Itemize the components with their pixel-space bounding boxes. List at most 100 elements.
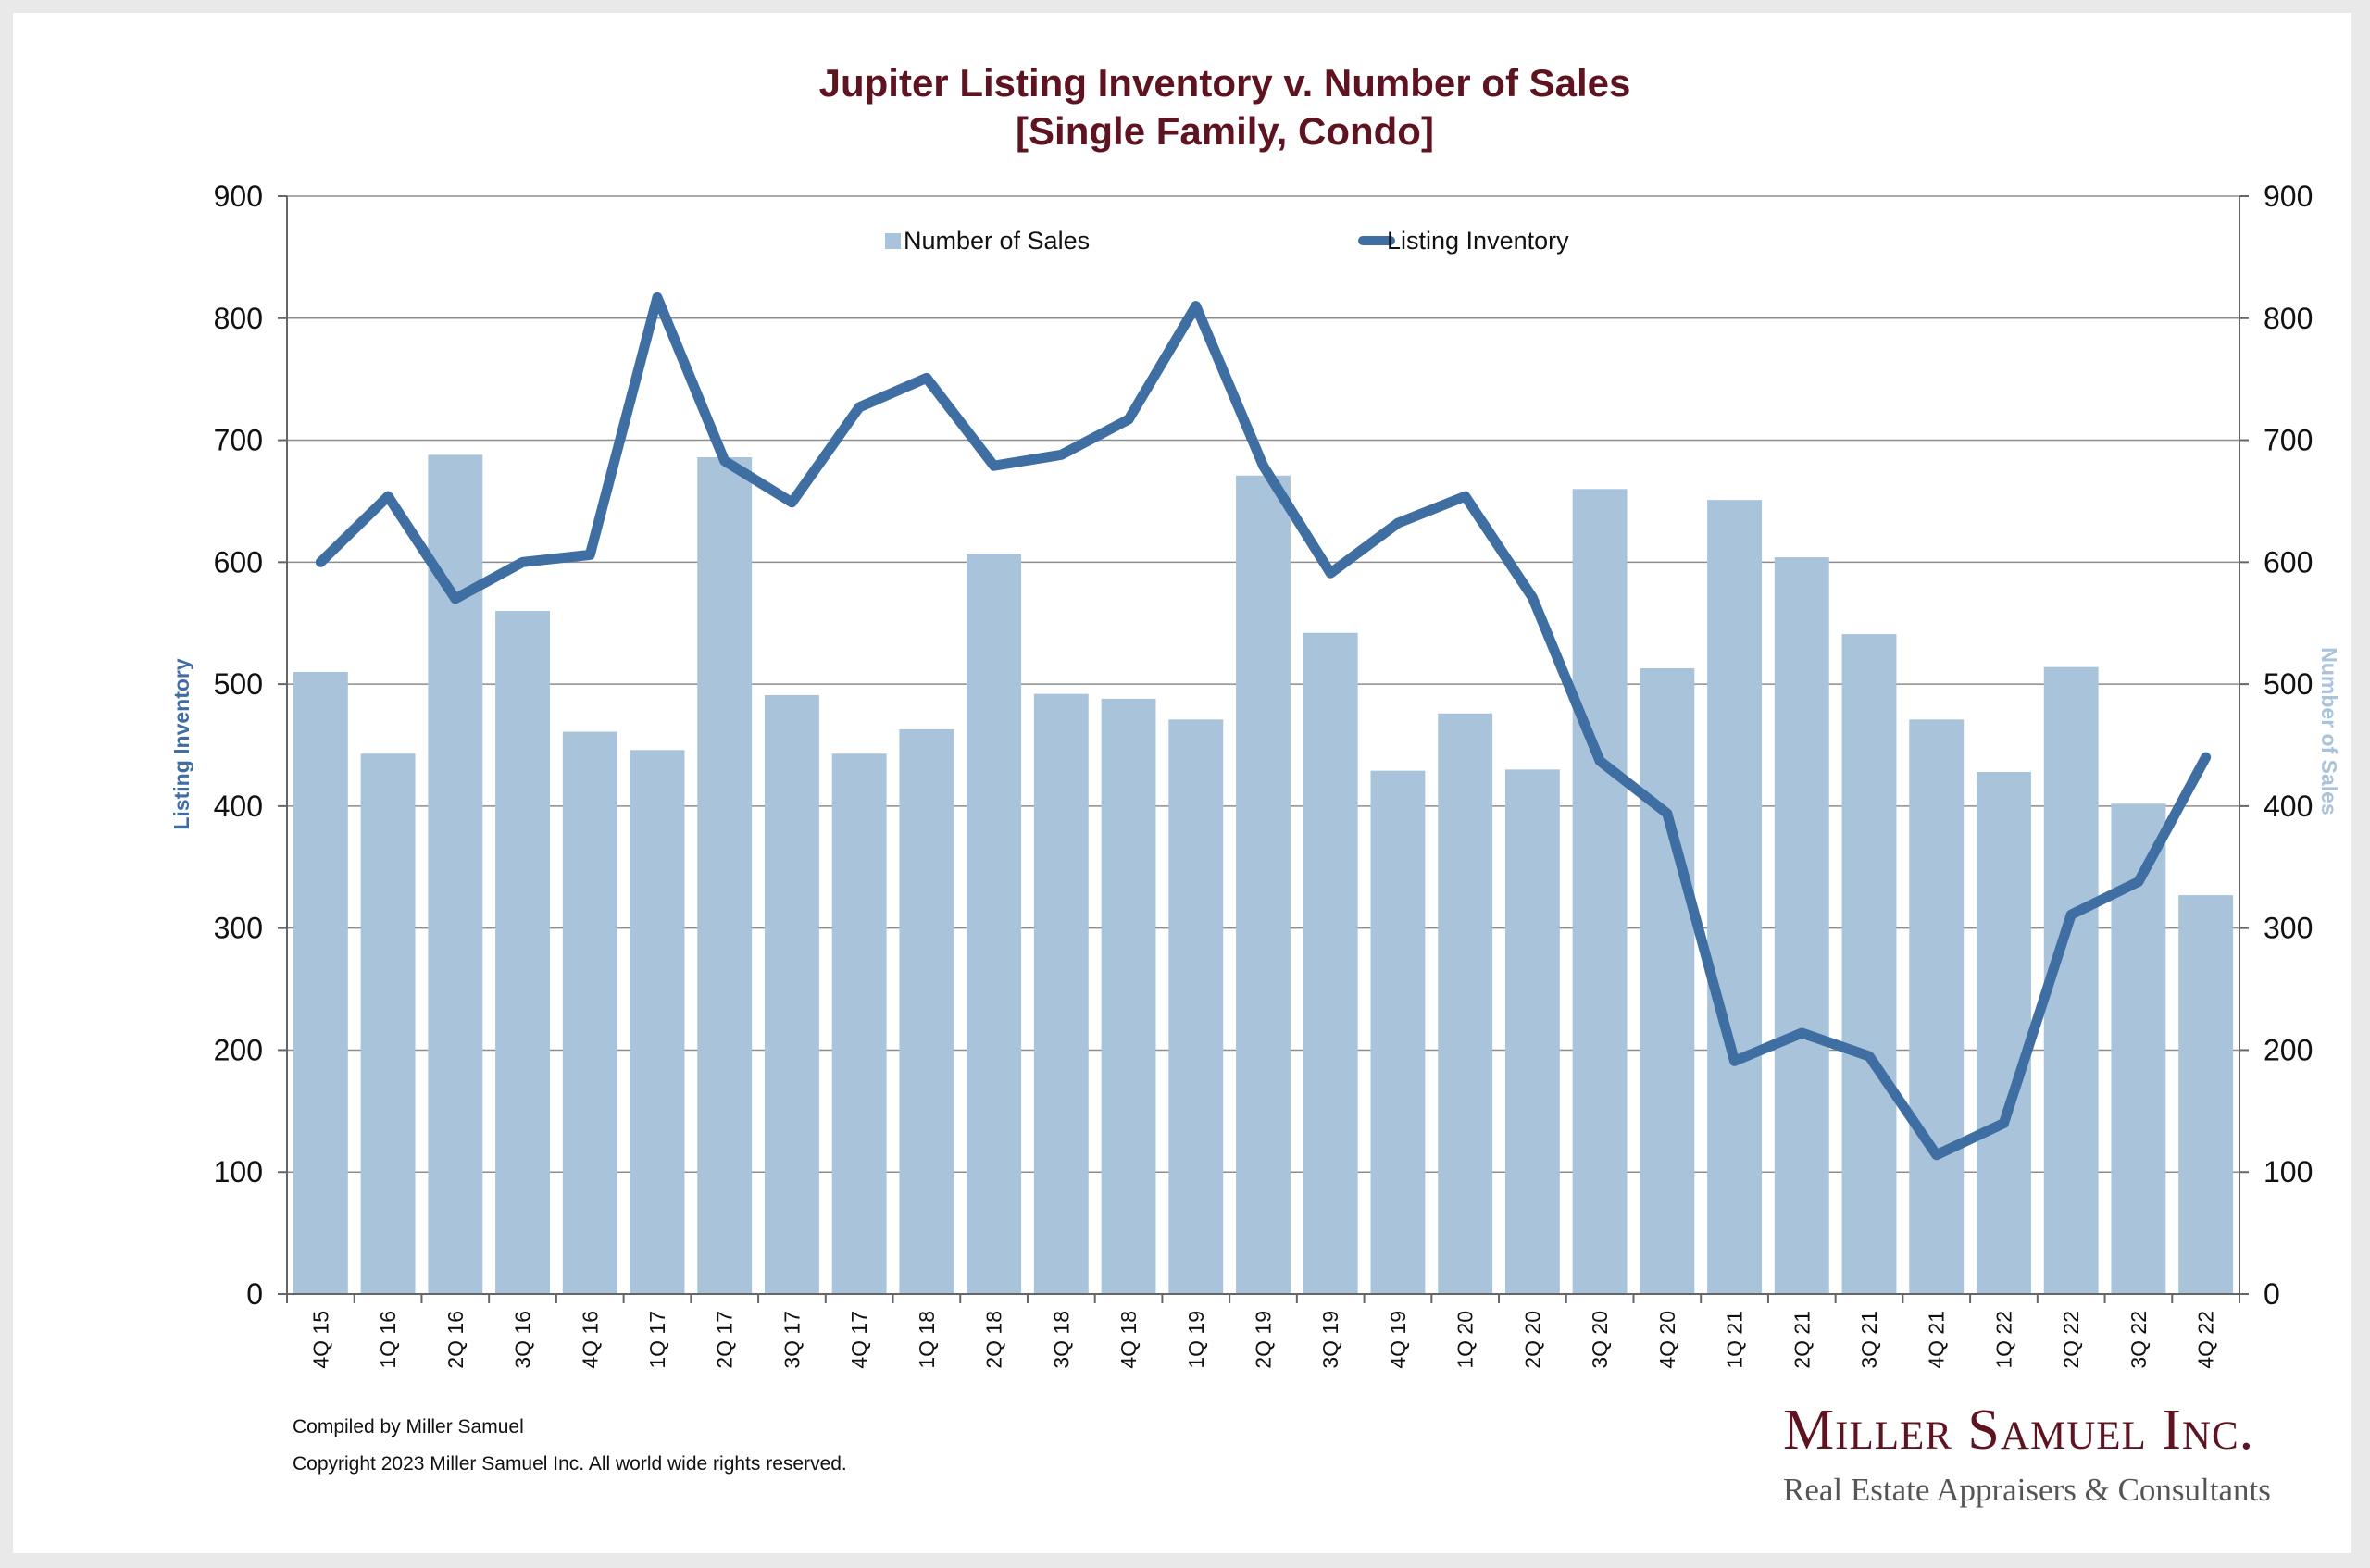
left-tick-label: 200 xyxy=(214,1033,263,1066)
inventory-point xyxy=(1599,760,1602,763)
inventory-point xyxy=(1868,1055,1871,1058)
bar-sales xyxy=(967,554,1022,1294)
bar-sales xyxy=(831,753,887,1294)
bar-sales xyxy=(2178,895,2234,1294)
inventory-point xyxy=(2070,914,2073,916)
right-tick-label: 600 xyxy=(2264,545,2313,579)
inventory-point xyxy=(1935,1153,1938,1156)
x-tick-label: 3Q 17 xyxy=(780,1311,804,1369)
bar-sales xyxy=(697,457,753,1294)
x-tick-label: 3Q 21 xyxy=(1857,1311,1881,1369)
inventory-point xyxy=(1329,572,1332,575)
right-tick-label: 500 xyxy=(2264,667,2313,701)
left-tick-label: 500 xyxy=(214,667,263,701)
legend-inventory-label: Listing Inventory xyxy=(1387,227,1569,255)
sales-bars xyxy=(293,454,2234,1294)
x-tick-label: 1Q 19 xyxy=(1184,1311,1208,1369)
inventory-point xyxy=(387,495,390,498)
left-tick-label: 700 xyxy=(214,424,263,457)
inventory-point xyxy=(1060,454,1063,456)
inventory-point xyxy=(1464,495,1466,498)
right-axis-ticks: 0 100 200 300 400 500 600 700 800 900 xyxy=(2264,180,2313,1311)
bar-sales xyxy=(1707,500,1763,1294)
x-tick-label: 1Q 21 xyxy=(1723,1311,1747,1369)
x-tick-label: 3Q 19 xyxy=(1318,1311,1342,1369)
x-tick-label: 4Q 17 xyxy=(847,1311,871,1369)
inventory-point xyxy=(1801,1031,1803,1034)
left-tick-label: 900 xyxy=(214,180,263,213)
x-tick-label: 4Q 21 xyxy=(1925,1311,1949,1369)
inventory-point xyxy=(454,597,456,600)
bar-sales xyxy=(1168,719,1224,1294)
bar-sales xyxy=(630,750,685,1294)
x-tick-label: 2Q 21 xyxy=(1790,1311,1814,1369)
x-tick-label: 4Q 20 xyxy=(1655,1311,1679,1369)
inventory-point xyxy=(1733,1060,1736,1063)
bar-sales xyxy=(293,671,348,1294)
chart-svg: Jupiter Listing Inventory v. Number of S… xyxy=(169,61,2341,1369)
bar-sales xyxy=(1640,667,1695,1294)
x-tick-label: 2Q 19 xyxy=(1252,1311,1276,1369)
right-tick-label: 900 xyxy=(2264,180,2313,213)
x-tick-label: 3Q 16 xyxy=(511,1311,535,1369)
axes xyxy=(278,195,2249,1303)
inventory-point xyxy=(925,377,928,380)
x-tick-label: 2Q 20 xyxy=(1520,1311,1544,1369)
inventory-point xyxy=(2002,1122,2005,1125)
inventory-point xyxy=(655,296,658,299)
right-tick-label: 200 xyxy=(2264,1033,2313,1066)
x-tick-label: 3Q 18 xyxy=(1049,1311,1073,1369)
bar-sales xyxy=(562,731,617,1294)
chart-frame: Jupiter Listing Inventory v. Number of S… xyxy=(13,13,2351,1553)
x-tick-label: 4Q 16 xyxy=(578,1311,602,1369)
inventory-point xyxy=(992,465,995,467)
right-tick-label: 400 xyxy=(2264,790,2313,823)
x-tick-label: 1Q 22 xyxy=(1991,1311,2015,1369)
inventory-point xyxy=(1262,465,1265,467)
right-axis-title: Number of Sales xyxy=(2317,647,2341,815)
inventory-point xyxy=(2204,756,2207,759)
bar-sales xyxy=(764,694,819,1294)
x-tick-label: 2Q 16 xyxy=(443,1311,468,1369)
inventory-point xyxy=(1665,812,1668,815)
legend-sales-swatch xyxy=(885,233,901,249)
bar-sales xyxy=(1303,632,1358,1294)
x-tick-label: 2Q 17 xyxy=(713,1311,737,1369)
bar-sales xyxy=(495,611,550,1294)
logo-tagline: Real Estate Appraisers & Consultants xyxy=(1783,1472,2271,1508)
inventory-point xyxy=(791,501,793,504)
x-tick-label: 4Q 22 xyxy=(2194,1311,2218,1369)
right-tick-label: 0 xyxy=(2264,1277,2280,1311)
left-tick-label: 100 xyxy=(214,1155,263,1188)
bar-sales xyxy=(428,454,483,1294)
x-tick-label: 3Q 22 xyxy=(2127,1311,2151,1369)
x-tick-label: 1Q 18 xyxy=(915,1311,939,1369)
bar-sales xyxy=(1774,557,1829,1294)
bar-sales xyxy=(1572,489,1628,1294)
x-tick-label: 4Q 15 xyxy=(308,1311,332,1369)
inventory-point xyxy=(1194,305,1197,307)
legend: Number of Sales Listing Inventory xyxy=(885,227,1569,255)
left-axis-ticks: 0 100 200 300 400 500 600 700 800 900 xyxy=(214,180,263,1311)
right-tick-label: 100 xyxy=(2264,1155,2313,1188)
x-axis-ticks: 4Q 15 1Q 16 2Q 16 3Q 16 4Q 16 1Q 17 2Q 17 3Q 17… xyxy=(308,1311,2217,1369)
left-tick-label: 400 xyxy=(214,790,263,823)
left-tick-label: 0 xyxy=(246,1277,263,1311)
bar-sales xyxy=(1101,698,1156,1294)
bar-sales xyxy=(899,728,954,1294)
x-tick-label: 1Q 16 xyxy=(376,1311,400,1369)
inventory-point xyxy=(589,554,592,556)
x-tick-label: 1Q 17 xyxy=(645,1311,669,1369)
x-tick-label: 3Q 20 xyxy=(1588,1311,1612,1369)
left-tick-label: 800 xyxy=(214,302,263,335)
right-tick-label: 800 xyxy=(2264,302,2313,335)
left-tick-label: 300 xyxy=(214,912,263,945)
chart-title: Jupiter Listing Inventory v. Number of S… xyxy=(819,61,1631,105)
inventory-point xyxy=(1128,418,1130,421)
left-axis-title: Listing Inventory xyxy=(169,658,193,830)
inventory-point xyxy=(1531,596,1534,599)
logo-name: Miller Samuel Inc. xyxy=(1783,1399,2255,1462)
bar-sales xyxy=(1236,475,1291,1294)
bar-sales xyxy=(1977,771,2031,1294)
inventory-point xyxy=(723,459,726,462)
